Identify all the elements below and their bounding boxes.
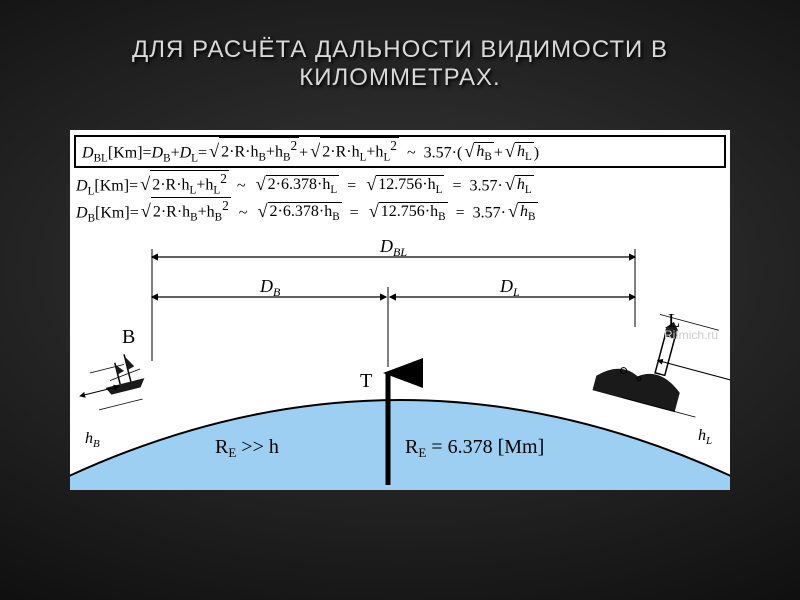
eq-sub: BL (94, 153, 108, 165)
svg-text:DL: DL (499, 276, 520, 299)
watermark: Rifmich.ru (664, 328, 718, 342)
sqrt-icon: 2·6.378·hL (254, 174, 340, 197)
dim-db-dl: DB DL (152, 276, 635, 367)
title-line1: ДЛЯ РАСЧЁТА ДАЛЬНОСТИ ВИДИМОСТИ В (132, 36, 668, 63)
label-hl: hL (698, 427, 712, 447)
sqrt-icon: hB (506, 201, 538, 224)
eq-sym: D (180, 144, 192, 161)
sqrt-icon: 2·R·hL+hL2 (308, 138, 399, 165)
equation-db: DB[Km]=2·R·hB+hB2 ~ 2·6.378·hB = 12.756·… (76, 198, 724, 225)
equation-boxed: DBL[Km]=DB+DL=2·R·hB+hB2+2·R·hL+hL2 ~ 3.… (74, 135, 726, 168)
eq-sub: B (163, 153, 170, 165)
eq-sym: D (152, 144, 164, 161)
eq-unit: [Km] (108, 144, 143, 161)
sqrt-icon: 12.756·hL (364, 174, 444, 197)
dim-dbl: DBL (152, 236, 635, 361)
label-re-value: RE = 6.378 [Mm] (405, 436, 544, 460)
svg-text:DBL: DBL (379, 236, 407, 259)
svg-text:DB: DB (259, 276, 281, 299)
sqrt-icon: hB (462, 141, 494, 164)
sqrt-icon: hL (503, 174, 534, 197)
figure-panel: DBL[Km]=DB+DL=2·R·hB+hB2+2·R·hL+hL2 ~ 3.… (70, 130, 730, 490)
label-b: B (122, 326, 135, 348)
horizon-diagram: DBL DB DL hB hL (70, 235, 730, 490)
sqrt-icon: 2·R·hL+hL2 (138, 171, 229, 198)
label-re-gg-h: RE >> h (215, 436, 279, 460)
label-hb: hB (85, 430, 100, 450)
sqrt-icon: 2·6.378·hB (255, 201, 341, 224)
lighthouse-icon (592, 306, 697, 412)
sqrt-icon: hL (503, 141, 534, 164)
slide: ДЛЯ РАСЧЁТА ДАЛЬНОСТИ ВИДИМОСТИ В КИЛОММ… (0, 0, 800, 600)
label-t: T (360, 370, 372, 392)
ship-icon (99, 351, 147, 396)
sqrt-icon: 12.756·hB (367, 201, 448, 224)
sqrt-icon: 2·R·hB+hB2 (139, 198, 231, 225)
earth-arc (70, 400, 730, 490)
slide-title: ДЛЯ РАСЧЁТА ДАЛЬНОСТИ ВИДИМОСТИ В КИЛОММ… (0, 36, 800, 92)
equation-dl: DL[Km]=2·R·hL+hL2 ~ 2·6.378·hL = 12.756·… (76, 171, 724, 198)
eq-sym: D (82, 144, 94, 161)
title-line2: КИЛОММЕТРАХ. (299, 64, 500, 91)
sqrt-icon: 2·R·hB+hB2 (207, 138, 299, 165)
eq-sub: L (191, 153, 198, 165)
